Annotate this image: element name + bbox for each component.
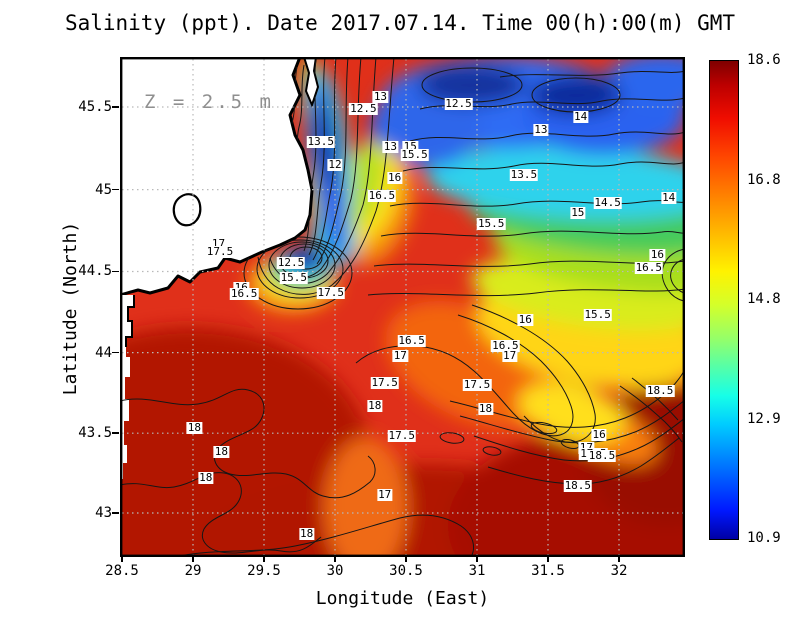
contour-label: 13 — [372, 90, 389, 104]
contour-label: 18 — [213, 445, 230, 459]
x-tick-mark — [476, 556, 478, 562]
contour-label: 18 — [186, 421, 203, 435]
x-tick-mark — [547, 556, 549, 562]
x-tick-label: 30 — [326, 563, 344, 579]
colorbar-tick-label: 18.6 — [747, 52, 781, 68]
x-tick-mark — [334, 556, 336, 562]
contour-label: 13 — [533, 123, 549, 137]
colorbar-tick-label: 16.8 — [747, 171, 781, 188]
contour-label: 12 — [327, 157, 343, 171]
contour-label: 17.5 — [316, 285, 345, 299]
contour-label: 13.5 — [306, 134, 336, 148]
contour-label: 15 — [570, 205, 586, 219]
contour-label: 13.5 — [509, 167, 539, 181]
contour-label: 17.5 — [387, 429, 416, 443]
map-plot: Z = 2.5 m 13 12.5 12.5 13.5 13 15 15.5 14 13 12 16… — [120, 57, 685, 557]
y-tick-mark — [112, 512, 119, 514]
contour-label: 18 — [367, 398, 383, 412]
x-tick-label: 28.5 — [105, 563, 139, 579]
coast-strip-outline — [125, 295, 135, 347]
y-tick-label: 45.5 — [78, 99, 112, 115]
contour-label: 16 — [517, 313, 533, 327]
contour-label: 17.5 — [462, 377, 492, 391]
contour-label: 18.5 — [587, 448, 617, 462]
contour-label: 18.5 — [563, 478, 593, 492]
x-tick-label: 31.5 — [531, 563, 565, 579]
contour-label: 17.5 — [205, 244, 235, 258]
contour-label: 15.5 — [583, 308, 612, 322]
colorbar-tick-label: 14.8 — [747, 291, 781, 307]
y-tick-label: 43 — [95, 505, 112, 521]
y-tick-mark — [112, 270, 119, 273]
contour-label: 17 — [392, 348, 408, 362]
x-axis-title: Longitude (East) — [315, 588, 490, 609]
x-tick-label: 29.5 — [247, 563, 281, 579]
y-tick-label: 43.5 — [78, 425, 112, 442]
contour-label: 16 — [649, 248, 665, 262]
contour-label: 14.5 — [593, 195, 622, 209]
plot-frame — [120, 57, 685, 557]
contour-label: 12.5 — [444, 96, 473, 110]
contour-label: 15.5 — [400, 147, 429, 161]
contour-label: 12.5 — [349, 101, 378, 115]
contour-label: 15.5 — [279, 271, 309, 284]
depth-annotation: Z = 2.5 m — [144, 91, 274, 113]
contour-label: 16 — [387, 171, 403, 185]
x-tick-label: 31 — [468, 563, 486, 579]
x-tick-label: 32 — [610, 563, 628, 579]
colorbar-tick-label: 12.9 — [747, 410, 781, 427]
contour-label: 15.5 — [476, 217, 506, 231]
y-tick-mark — [112, 351, 119, 354]
contour-label: 18 — [477, 402, 494, 416]
y-tick-label: 44.5 — [78, 263, 112, 280]
contour-label: 16.5 — [491, 339, 520, 353]
contour-label: 16.5 — [397, 334, 426, 348]
y-tick-label: 44 — [95, 344, 112, 361]
contour-label: 16.5 — [634, 261, 664, 275]
x-tick-mark — [192, 556, 194, 562]
contour-map-canvas — [120, 57, 685, 557]
contour-label: 14 — [573, 109, 589, 123]
x-tick-label: 30.5 — [389, 563, 423, 579]
lagoon — [172, 193, 202, 227]
plot-title: Salinity (ppt). Date 2017.07.14. Time 00… — [64, 11, 736, 35]
x-tick-mark — [121, 556, 123, 562]
y-tick-label: 45 — [95, 181, 112, 198]
y-tick-mark — [112, 188, 119, 191]
colorbar — [709, 60, 739, 540]
contour-label: 17 — [377, 488, 393, 502]
contour-label: 16.5 — [367, 189, 397, 203]
contour-label: 16 — [591, 427, 607, 441]
y-tick-mark — [112, 432, 119, 434]
y-tick-mark — [112, 106, 119, 108]
contour-label: 13 — [382, 139, 398, 153]
x-tick-label: 29 — [184, 563, 202, 579]
contour-label: 17 — [502, 348, 518, 362]
contour-label: 18 — [298, 526, 315, 540]
x-tick-mark — [263, 556, 265, 562]
x-tick-mark — [405, 556, 407, 562]
contour-label: 14 — [661, 190, 677, 204]
contour-label: 18 — [198, 470, 214, 484]
contour-label: 12.5 — [276, 256, 306, 270]
x-tick-mark — [618, 556, 620, 562]
contour-label: 17.5 — [370, 376, 399, 390]
colorbar-tick-label: 10.9 — [747, 530, 781, 546]
contour-label: 16.5 — [229, 287, 259, 301]
contour-label: 18.5 — [645, 384, 675, 398]
